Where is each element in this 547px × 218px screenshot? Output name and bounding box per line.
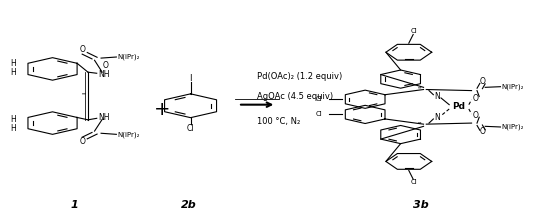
Text: Pd: Pd — [452, 102, 465, 111]
Text: I: I — [189, 74, 192, 83]
Text: O: O — [480, 77, 485, 86]
Text: O: O — [102, 61, 108, 70]
Text: Pd(OAc)₂ (1.2 equiv): Pd(OAc)₂ (1.2 equiv) — [257, 72, 342, 81]
Text: "": "" — [81, 92, 86, 97]
Text: N(iPr)₂: N(iPr)₂ — [118, 131, 140, 138]
Text: O: O — [80, 45, 85, 54]
Text: 3b: 3b — [413, 200, 429, 210]
Text: O: O — [480, 127, 485, 136]
Text: H: H — [10, 115, 16, 124]
Text: AgOAc (4.5 equiv): AgOAc (4.5 equiv) — [257, 92, 333, 100]
Text: 2b: 2b — [181, 200, 197, 210]
Text: O: O — [473, 94, 478, 103]
Text: N: N — [434, 92, 440, 101]
Text: H: H — [10, 59, 16, 68]
Text: N: N — [434, 113, 440, 122]
Text: "": "" — [417, 122, 422, 127]
Text: O: O — [473, 111, 478, 120]
Text: H: H — [10, 124, 16, 133]
Text: N(iPr)₂: N(iPr)₂ — [118, 54, 140, 60]
Text: "": "" — [417, 87, 422, 92]
Text: N(iPr)₂: N(iPr)₂ — [502, 124, 524, 130]
Text: O: O — [80, 137, 85, 146]
Text: H: H — [10, 68, 16, 77]
Text: +: + — [153, 99, 170, 119]
Text: Cl: Cl — [411, 28, 418, 34]
Text: 1: 1 — [71, 200, 78, 210]
Text: NH: NH — [98, 113, 109, 122]
Text: N(iPr)₂: N(iPr)₂ — [502, 83, 524, 90]
Text: NH: NH — [98, 70, 109, 79]
Text: Cl: Cl — [316, 111, 323, 118]
Text: Cl: Cl — [316, 96, 323, 102]
Text: 100 °C, N₂: 100 °C, N₂ — [257, 118, 300, 126]
Text: Cl: Cl — [411, 179, 418, 186]
Text: Cl: Cl — [187, 124, 194, 133]
